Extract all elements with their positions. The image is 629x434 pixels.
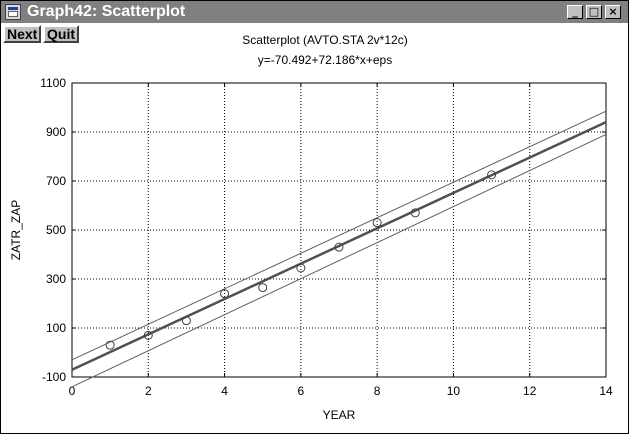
- confidence-band-upper: [71, 110, 607, 361]
- app-icon-header: [8, 7, 18, 10]
- maximize-button[interactable]: □: [586, 5, 602, 19]
- data-point: [258, 283, 268, 293]
- y-tick-label: 100: [46, 321, 66, 335]
- x-tick-label: 2: [145, 384, 152, 398]
- x-tick-label: 10: [447, 384, 461, 398]
- y-tick-label: 300: [46, 272, 66, 286]
- data-point: [410, 208, 420, 218]
- x-axis-label: YEAR: [323, 408, 356, 422]
- x-tick-label: 6: [298, 384, 305, 398]
- x-tick-label: 14: [599, 384, 613, 398]
- x-tick-label: 8: [374, 384, 381, 398]
- data-point: [220, 289, 230, 299]
- y-tick-label: 1100: [40, 76, 66, 90]
- y-tick-label: 700: [46, 174, 66, 188]
- y-tick-label: 900: [46, 125, 66, 139]
- data-point: [334, 242, 344, 252]
- data-point: [105, 340, 115, 350]
- chart-subtitle: y=-70.492+72.186*x+eps: [258, 53, 392, 67]
- data-point: [181, 316, 191, 326]
- x-tick-label: 4: [221, 384, 228, 398]
- confidence-band-lower: [71, 133, 607, 388]
- data-point: [372, 218, 382, 228]
- data-point: [143, 330, 153, 340]
- window-title: Graph42: Scatterplot: [27, 3, 186, 20]
- title-bar[interactable]: Graph42: Scatterplot _ □ ×: [1, 1, 628, 23]
- y-tick-label: -100: [42, 370, 66, 384]
- y-tick-label: 500: [46, 223, 66, 237]
- app-icon-body: [8, 11, 18, 17]
- quit-button[interactable]: Quit: [43, 25, 79, 43]
- regression-line: [71, 121, 607, 371]
- next-button[interactable]: Next: [3, 25, 42, 43]
- y-axis-label: ZATR_ZAP: [9, 200, 23, 260]
- x-tick-label: 12: [523, 384, 537, 398]
- close-button[interactable]: ×: [605, 5, 621, 19]
- data-point: [296, 263, 306, 273]
- x-tick-label: 0: [69, 384, 76, 398]
- chart-title: Scatterplot (AVTO.STA 2v*12c): [242, 33, 407, 47]
- data-point: [487, 170, 497, 180]
- minimize-button[interactable]: _: [567, 5, 583, 19]
- app-icon[interactable]: [5, 4, 21, 20]
